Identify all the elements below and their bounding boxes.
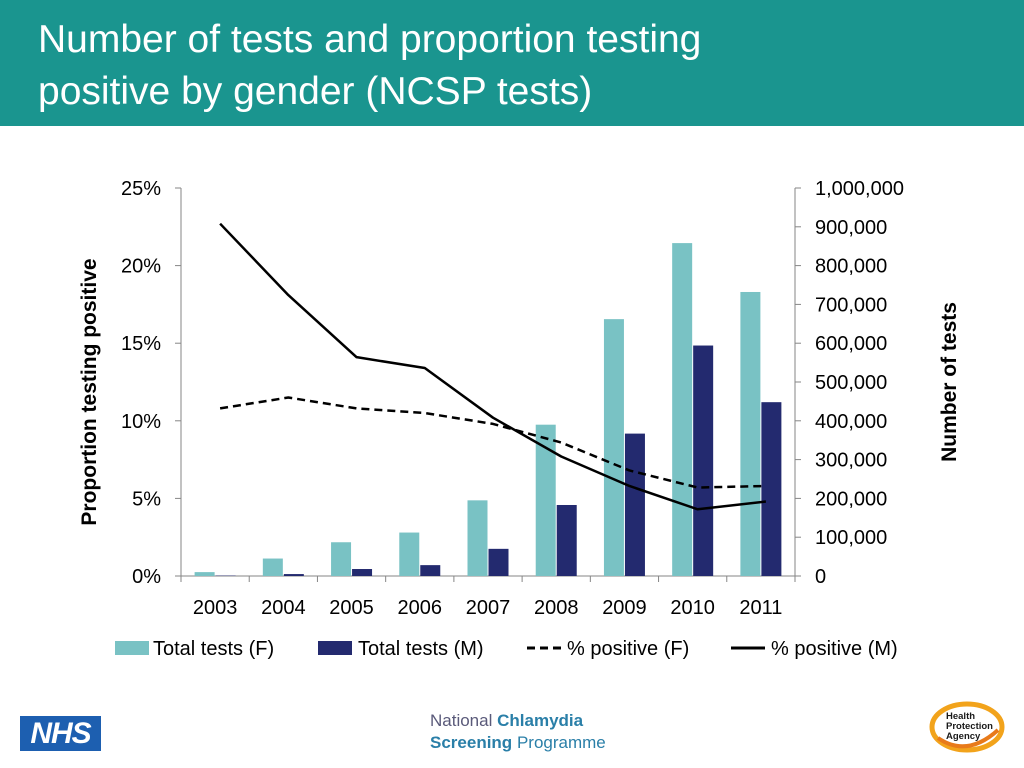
x-tick-label: 2009: [602, 597, 647, 619]
hpa-line2: Protection: [946, 721, 993, 732]
bar-female: [603, 319, 624, 576]
bar-male: [283, 574, 304, 576]
x-tick-label: 2005: [329, 597, 374, 619]
left-tick-label: 20%: [121, 256, 161, 278]
right-tick-label: 1,000,000: [815, 178, 904, 200]
x-tick-label: 2004: [261, 597, 306, 619]
x-tick-label: 2006: [398, 597, 443, 619]
slide-title: Number of tests and proportion testing p…: [38, 14, 998, 118]
bar-male: [352, 569, 373, 576]
bar-male: [693, 345, 714, 576]
bar-female: [399, 532, 420, 576]
x-tick-label: 2003: [193, 597, 238, 619]
right-tick-label: 500,000: [815, 372, 887, 394]
bar-male: [488, 548, 509, 576]
legend-swatch: [318, 641, 352, 655]
right-tick-label: 700,000: [815, 294, 887, 316]
left-tick-label: 25%: [121, 178, 161, 200]
left-tick-label: 10%: [121, 411, 161, 433]
hpa-logo-ring-icon: [929, 701, 1005, 753]
bar-male: [624, 433, 645, 576]
right-tick-label: 800,000: [815, 256, 887, 278]
right-tick-label: 900,000: [815, 217, 887, 239]
legend-label: Total tests (M): [358, 638, 484, 660]
line-female: [219, 396, 766, 489]
slide-title-line2: positive by gender (NCSP tests): [38, 70, 593, 113]
ncsp-logo: National Chlamydia Screening Programme: [430, 710, 606, 754]
bar-female: [535, 424, 556, 576]
legend-label: % positive (M): [771, 638, 898, 660]
right-tick-label: 300,000: [815, 450, 887, 472]
bar-female: [194, 572, 215, 576]
right-tick-label: 100,000: [815, 527, 887, 549]
right-tick-label: 200,000: [815, 488, 887, 510]
bar-female: [467, 500, 488, 576]
right-axis-title: Number of tests: [938, 302, 961, 462]
bar-female: [262, 558, 283, 576]
left-tick-label: 15%: [121, 333, 161, 355]
right-tick-label: 400,000: [815, 411, 887, 433]
legend-swatch: [115, 641, 149, 655]
nhs-logo: NHS: [20, 716, 101, 751]
legend-label: % positive (F): [567, 638, 689, 660]
x-tick-label: 2010: [670, 597, 715, 619]
x-tick-label: 2008: [534, 597, 579, 619]
bar-female: [740, 291, 761, 576]
line-male: [219, 222, 767, 511]
x-tick-label: 2011: [739, 597, 782, 619]
right-tick-label: 0: [815, 566, 826, 588]
header-band: [0, 0, 1024, 126]
left-tick-label: 0%: [132, 566, 161, 588]
bar-female: [672, 243, 693, 576]
right-tick-label: 600,000: [815, 333, 887, 355]
ncsp-chlamydia: Chlamydia: [497, 711, 584, 730]
slide-title-line1: Number of tests and proportion testing: [38, 18, 702, 61]
x-tick-label: 2007: [466, 597, 511, 619]
bar-female: [331, 542, 352, 576]
left-axis-title: Proportion testing positive: [78, 258, 101, 525]
bar-male: [420, 565, 441, 576]
legend-label: Total tests (F): [153, 638, 274, 660]
ncsp-programme: Programme: [516, 733, 606, 752]
hpa-logo-text: Health Protection Agency: [946, 712, 993, 742]
bar-male: [556, 504, 577, 576]
left-tick-label: 5%: [132, 488, 161, 510]
ncsp-screening: Screening: [430, 733, 513, 752]
hpa-line1: Health: [946, 711, 976, 722]
bar-male: [761, 402, 782, 576]
ncsp-national: National: [430, 711, 493, 730]
hpa-line3: Agency: [946, 731, 981, 742]
